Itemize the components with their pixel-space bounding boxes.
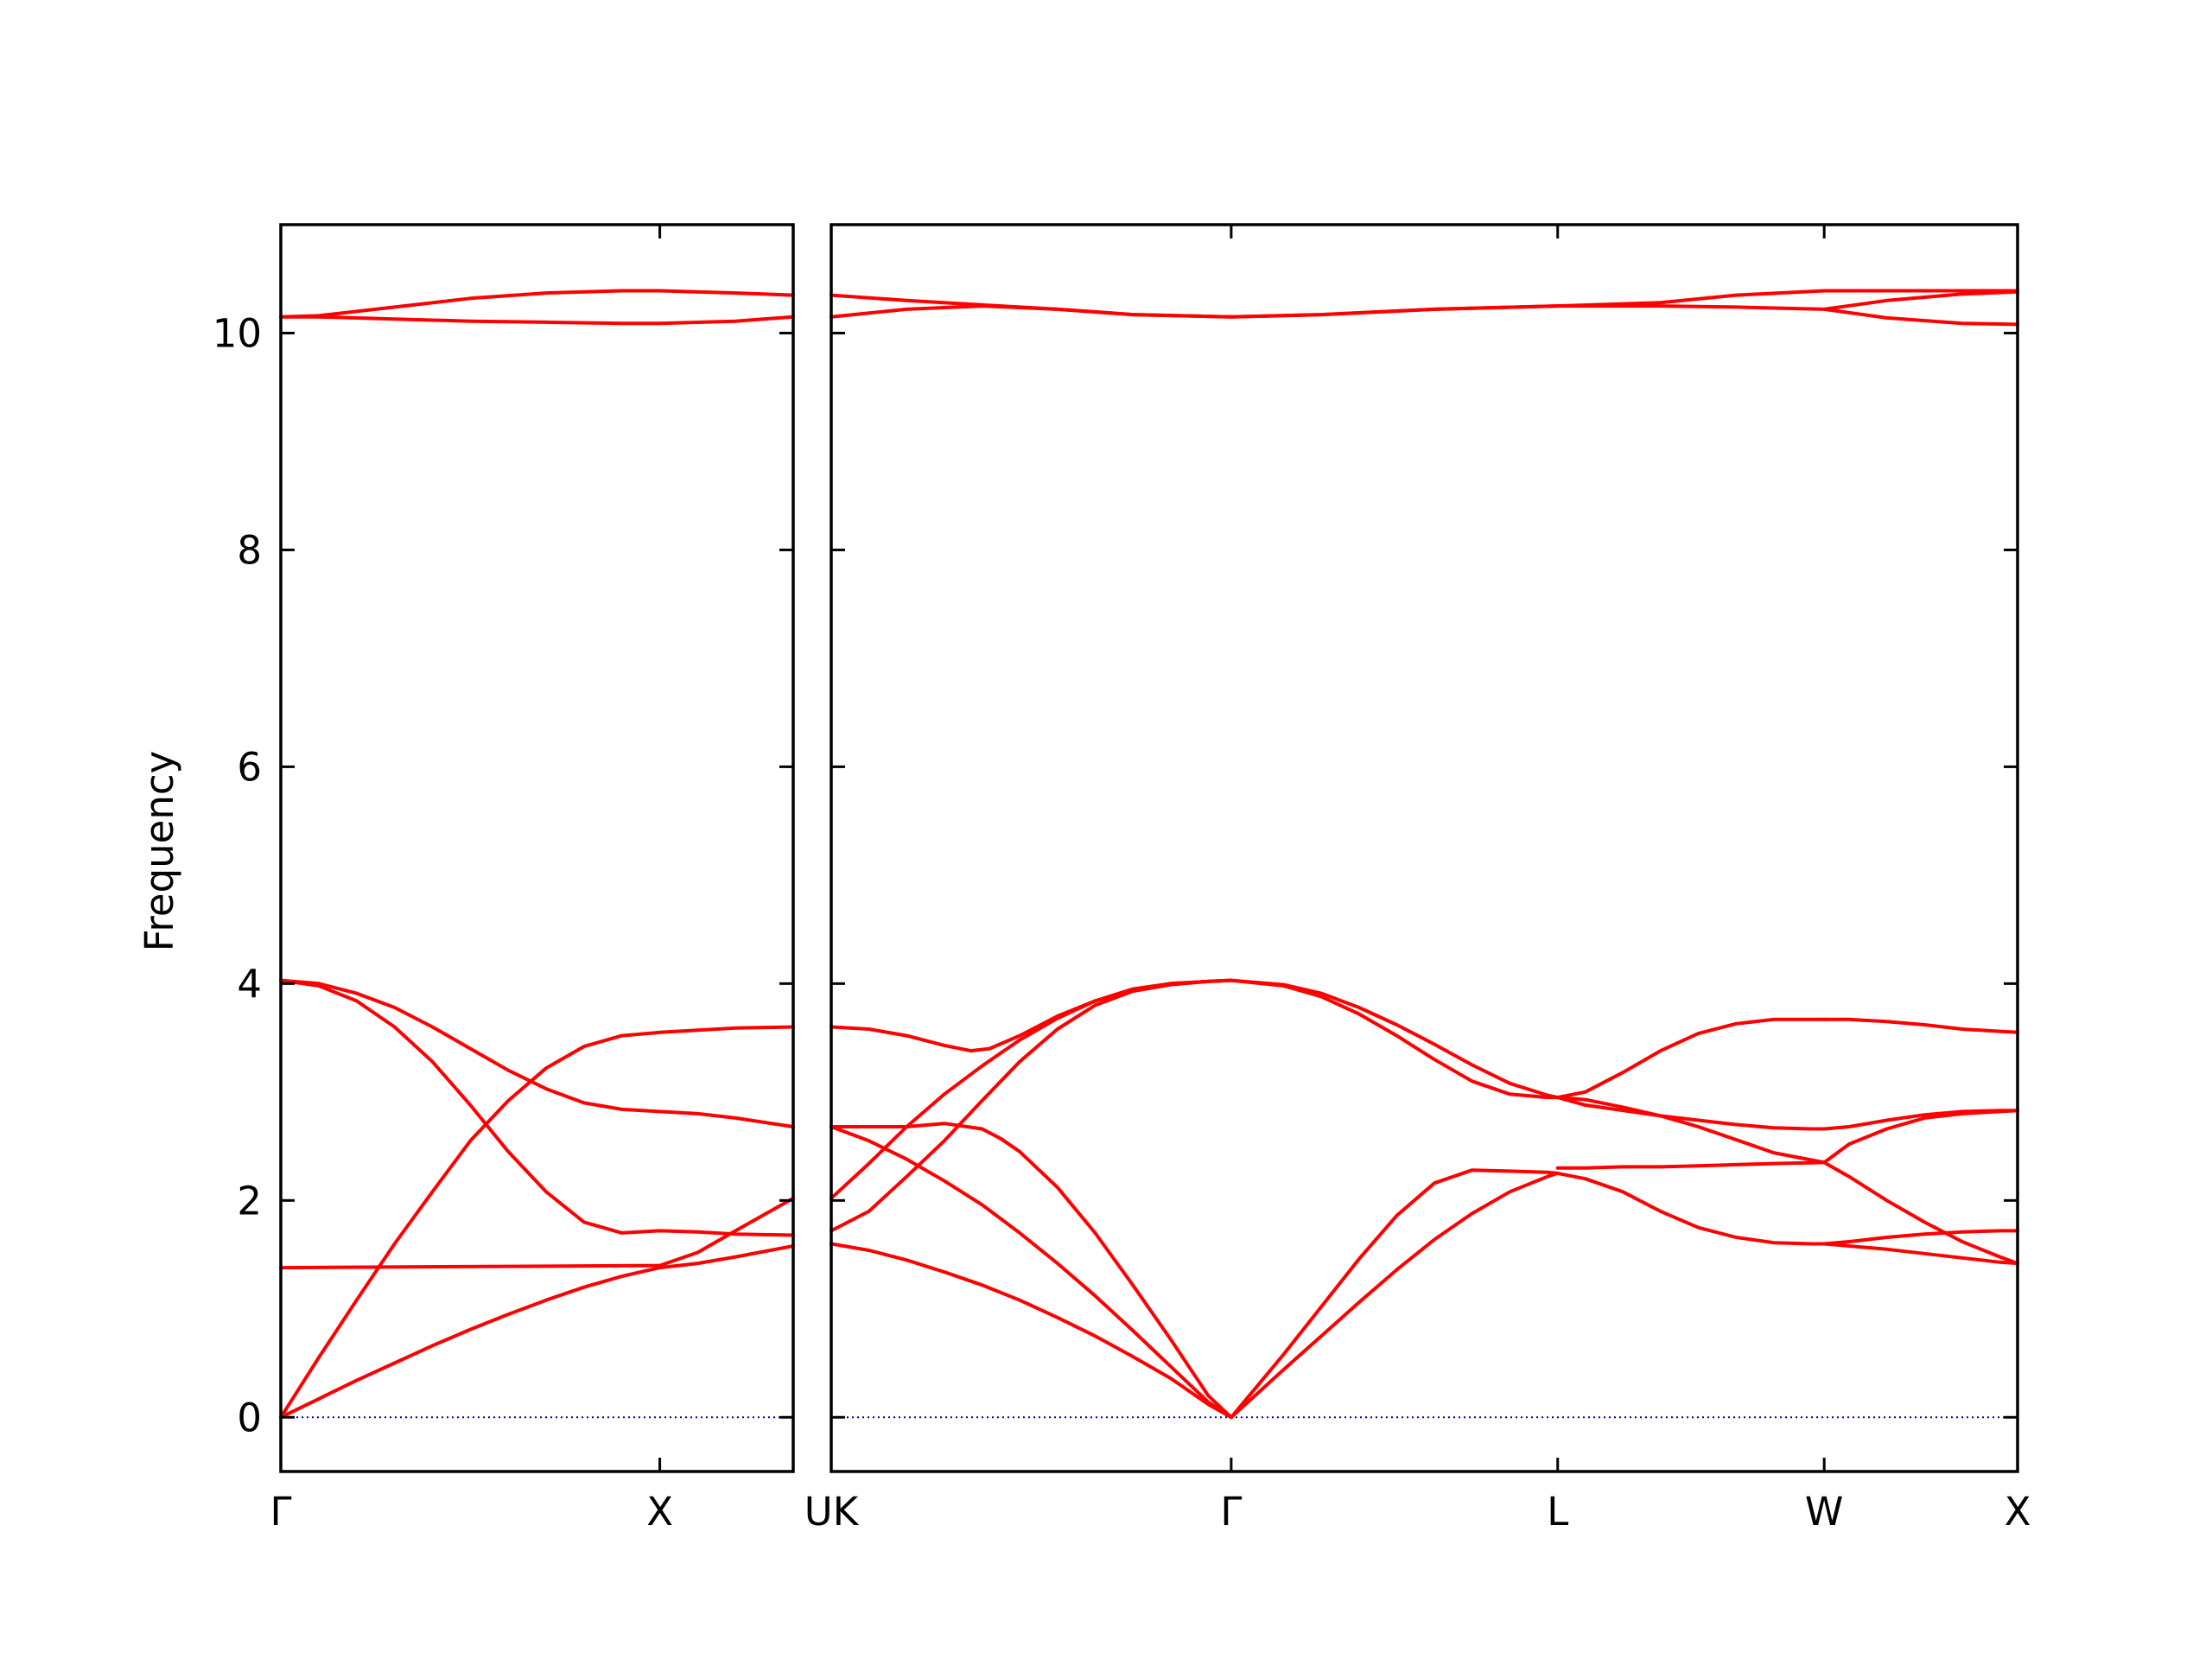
phonon-band [1229, 978, 1560, 1100]
y-tick-labels: 0 2 4 6 8 10 [213, 310, 262, 1440]
phonon-band [1555, 1160, 1827, 1170]
phonon-band [830, 978, 1233, 1053]
phonon-band [830, 978, 1233, 1200]
phonon-band [279, 1244, 795, 1420]
x-tick-label: Γ [1220, 1489, 1242, 1535]
panel-right: UK Γ L W X [804, 223, 2031, 1535]
phonon-band [1555, 1171, 1827, 1246]
phonon-band [1822, 1109, 2019, 1165]
x-tick-label: UK [804, 1489, 860, 1535]
y-axis-title: Frequency [137, 751, 182, 951]
y-tick-label: 0 [237, 1395, 262, 1440]
phonon-band [1229, 1171, 1560, 1420]
x-tick-label: X [2005, 1489, 2031, 1535]
y-tick-label: 2 [237, 1178, 262, 1224]
phonon-band [1229, 978, 1560, 1100]
phonon-band [1822, 1160, 2019, 1266]
phonon-band [1555, 1017, 1827, 1100]
phonon-band [279, 1196, 795, 1270]
phonon-band [830, 1242, 1233, 1420]
phonon-band [1822, 1242, 2019, 1266]
y-tick-label: 4 [237, 961, 262, 1007]
x-tick-label: X [646, 1489, 673, 1535]
phonon-band [1822, 307, 2019, 327]
phonon-band [830, 1125, 1233, 1420]
phonon-band [830, 289, 2019, 319]
phonon-band [1555, 1096, 1827, 1165]
phonon-band [1229, 1168, 1560, 1420]
phonon-band [830, 978, 1233, 1233]
phonon-band [279, 1025, 795, 1420]
phonon-band [279, 315, 795, 326]
phonon-band [279, 289, 795, 319]
plot-frame [830, 223, 2019, 1473]
phonon-band [1822, 1229, 2019, 1246]
plot-frame [279, 223, 795, 1473]
phonon-band [279, 978, 795, 1237]
phonon-band [830, 1122, 1233, 1420]
phonon-band [1555, 1096, 1827, 1131]
y-tick-label: 10 [213, 310, 262, 356]
x-tick-label: W [1805, 1489, 1844, 1535]
y-tick-label: 8 [237, 527, 262, 573]
x-tick-label: L [1547, 1489, 1568, 1535]
phonon-band [279, 978, 795, 1128]
x-tick-label: Γ [270, 1489, 291, 1535]
y-tick-label: 6 [237, 744, 262, 790]
phonon-band [1822, 1017, 2019, 1034]
